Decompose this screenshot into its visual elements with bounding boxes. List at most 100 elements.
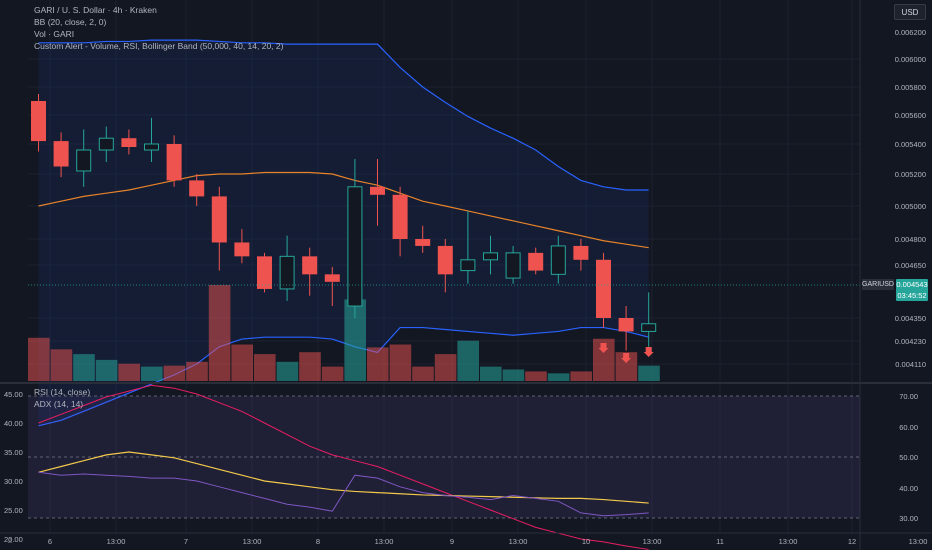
volume-bar xyxy=(344,299,366,381)
volume-bar xyxy=(457,340,479,381)
time-axis-label: 13:00 xyxy=(643,537,662,546)
price-axis-label: 0.004350 xyxy=(895,314,926,323)
volume-bar xyxy=(615,352,638,381)
candle-body xyxy=(302,256,318,275)
price-axis-label: 0.005800 xyxy=(895,83,926,92)
price-axis-label: 0.004230 xyxy=(895,337,926,346)
volume-bar xyxy=(389,344,412,381)
alert-arrow-icon xyxy=(643,347,654,357)
volume-bar xyxy=(28,337,50,381)
candle-body xyxy=(550,245,566,275)
alert-arrow-icon xyxy=(598,343,609,353)
volume-bar xyxy=(593,338,615,381)
candle-body xyxy=(53,141,69,167)
price-axis-label: 0.006000 xyxy=(895,55,926,64)
time-axis-label: 13:00 xyxy=(107,537,126,546)
alert-legend[interactable]: Custom Alert - Volume, RSI, Bollinger Ba… xyxy=(34,41,284,51)
volume-bar xyxy=(367,347,389,381)
bb-legend[interactable]: BB (20, close, 2, 0) xyxy=(34,17,107,27)
rsi-axis-label: 25.00 xyxy=(4,506,23,515)
candle-body xyxy=(596,259,611,318)
volume-bar xyxy=(141,366,163,381)
adx-line xyxy=(38,451,649,504)
bb-basis-line xyxy=(38,171,649,249)
currency-button[interactable]: USD xyxy=(894,4,926,20)
candle-body xyxy=(144,143,159,151)
time-axis-label: 13:00 xyxy=(509,537,528,546)
candle-body xyxy=(76,149,92,172)
candle-body xyxy=(528,252,544,271)
rsi-axis-label: 45.00 xyxy=(4,390,23,399)
candle-body xyxy=(370,186,385,195)
candle-body xyxy=(98,137,114,151)
time-axis-label: 12 xyxy=(848,537,856,546)
rsi-axis-label: 30.00 xyxy=(4,477,23,486)
symbol-title: GARI / U. S. Dollar · 4h · Kraken xyxy=(34,5,157,15)
volume-bar xyxy=(95,359,118,381)
candle-body xyxy=(121,138,137,147)
price-axis-label: 0.004800 xyxy=(895,235,926,244)
rsi-axis-label: 35.00 xyxy=(4,448,23,457)
adx-axis-label: 70.00 xyxy=(899,392,918,401)
volume-bar xyxy=(73,354,95,381)
price-axis-label: 0.005600 xyxy=(895,111,926,120)
candle-body xyxy=(505,252,521,279)
adx-axis-label: 50.00 xyxy=(899,453,918,462)
alert-arrow-icon xyxy=(621,353,632,363)
candle-body xyxy=(415,239,431,246)
candle-body xyxy=(257,256,272,289)
rsi-axis-label: 40.00 xyxy=(4,419,23,428)
symbol-price-tag: GARIUSD xyxy=(862,279,894,290)
volume-bar xyxy=(163,365,186,381)
price-axis-label: 0.005400 xyxy=(895,140,926,149)
adx-axis-label: 30.00 xyxy=(899,514,918,523)
volume-bar xyxy=(186,361,208,381)
volume-legend[interactable]: Vol · GARI xyxy=(34,29,75,39)
price-axis-label: 0.006200 xyxy=(895,28,926,37)
volume-bar xyxy=(299,352,321,381)
candle-body xyxy=(324,274,340,282)
candle-body xyxy=(483,252,498,261)
price-axis-label: 0.004650 xyxy=(895,261,926,270)
di-line xyxy=(38,471,649,517)
candle-body xyxy=(392,194,408,239)
volume-bar xyxy=(50,349,73,381)
price-axis-label: 0.004110 xyxy=(895,360,926,369)
volume-bar xyxy=(118,363,140,381)
zoom-corner[interactable]: Z xyxy=(8,538,13,545)
last-price-badge: 0.004543 03:45:52 xyxy=(896,279,928,301)
rsi-line xyxy=(38,384,649,550)
candle-body xyxy=(437,245,453,275)
time-axis-label: 13:00 xyxy=(909,537,928,546)
candle-body xyxy=(279,255,295,290)
candle-body xyxy=(618,318,634,332)
volume-bar xyxy=(570,371,592,381)
price-axis-label: 0.005000 xyxy=(895,202,926,211)
volume-bar xyxy=(276,361,299,381)
time-axis-label: 7 xyxy=(184,537,188,546)
candle-body xyxy=(573,245,589,260)
time-axis-label: 10 xyxy=(582,537,590,546)
countdown: 03:45:52 xyxy=(897,291,927,300)
volume-bar xyxy=(412,366,434,381)
bb-upper-line xyxy=(38,39,649,191)
volume-bar xyxy=(502,369,525,381)
candle-body xyxy=(641,323,657,332)
volume-bar xyxy=(208,285,231,381)
candle-body xyxy=(166,144,182,181)
price-axis-label: 0.005200 xyxy=(895,170,926,179)
volume-bar xyxy=(525,371,547,381)
time-axis-label: 13:00 xyxy=(375,537,394,546)
time-axis-label: 13:00 xyxy=(779,537,798,546)
adx-legend[interactable]: ADX (14, 14) xyxy=(34,399,84,409)
last-price: 0.004543 xyxy=(896,280,928,289)
right-axis-bg xyxy=(860,0,932,550)
time-axis-label: 13:00 xyxy=(243,537,262,546)
adx-axis-label: 40.00 xyxy=(899,484,918,493)
volume-bar xyxy=(638,365,660,381)
volume-bar xyxy=(547,373,570,381)
volume-bar xyxy=(254,354,276,381)
candle-body xyxy=(31,101,46,142)
rsi-legend[interactable]: RSI (14, close) xyxy=(34,387,91,397)
